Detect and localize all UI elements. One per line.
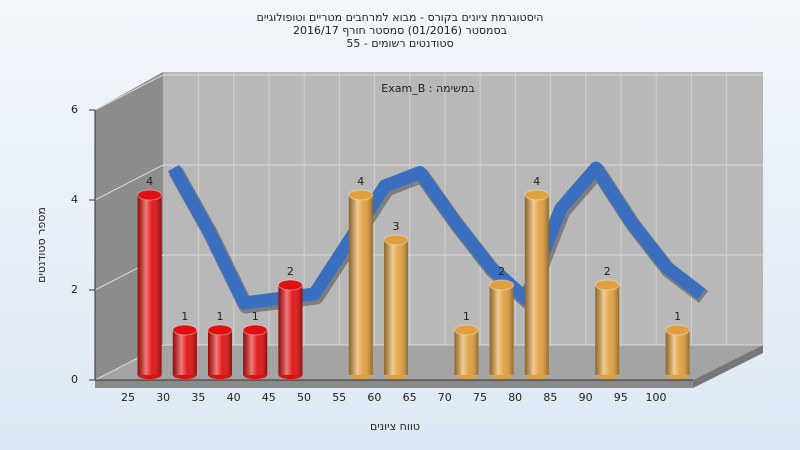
bar-shade <box>384 240 408 375</box>
floor-edge <box>95 380 693 388</box>
value-label: 1 <box>252 310 259 323</box>
trend-ribbon <box>167 161 706 310</box>
value-label: 2 <box>287 265 294 278</box>
bar-shade <box>348 195 373 375</box>
x-tick-label: 35 <box>191 391 205 404</box>
bar-shade <box>524 195 549 375</box>
value-label: 1 <box>181 310 188 323</box>
x-tick-label: 55 <box>332 391 346 404</box>
bar-top <box>665 324 691 336</box>
x-tick-label: 25 <box>121 391 135 404</box>
x-tick-label: 40 <box>227 391 241 404</box>
bar-shade <box>489 285 514 375</box>
bar-top <box>207 324 233 336</box>
bar-shade <box>454 330 479 375</box>
bar-shade <box>208 330 232 375</box>
x-axis-label: טווח ציונים <box>370 420 420 433</box>
value-label: 4 <box>146 175 153 188</box>
bar-top <box>524 189 550 201</box>
bar-shade <box>243 330 268 375</box>
x-tick-label: 85 <box>543 391 557 404</box>
x-tick-label: 50 <box>297 391 311 404</box>
value-label: 4 <box>357 175 364 188</box>
bar-shade <box>665 330 690 375</box>
chart-subtitle: סטודנטים רשומים - 55 <box>346 37 453 50</box>
bar-shade <box>595 285 620 375</box>
y-tick-label: 2 <box>71 283 78 296</box>
bar-shade <box>278 285 303 375</box>
x-tick-label: 75 <box>473 391 487 404</box>
x-tick-label: 60 <box>367 391 381 404</box>
value-label: 3 <box>393 220 400 233</box>
x-tick-label: 30 <box>156 391 170 404</box>
bar-top <box>594 279 620 291</box>
back-wall <box>163 72 763 345</box>
value-label: 1 <box>463 310 470 323</box>
bar-top <box>383 234 409 246</box>
y-tick-label: 0 <box>71 373 78 386</box>
value-label: 2 <box>498 265 505 278</box>
bar-top <box>242 324 268 336</box>
value-label: 4 <box>533 175 540 188</box>
x-tick-label: 90 <box>579 391 593 404</box>
bar-top <box>348 189 374 201</box>
value-label: 1 <box>217 310 224 323</box>
x-tick-label: 100 <box>646 391 667 404</box>
bar-top <box>137 189 163 201</box>
x-tick-label: 95 <box>614 391 628 404</box>
x-tick-label: 45 <box>262 391 276 404</box>
grid-line <box>94 74 164 111</box>
bar-shade <box>172 330 197 375</box>
bar-top <box>453 324 479 336</box>
x-tick-label: 70 <box>438 391 452 404</box>
value-label: 1 <box>674 310 681 323</box>
annotation: Exam_B : במשימה <box>381 82 474 95</box>
chart-title: היסטוגרמת ציונים בקורס - מבוא למרחבים מט… <box>257 11 544 24</box>
bar-top <box>277 279 303 291</box>
value-label: 2 <box>604 265 611 278</box>
x-tick-label: 80 <box>508 391 522 404</box>
chart-subtitle: בסמסטר (01/2016) סמסטר חורף 2016/17 <box>293 24 507 37</box>
grid-line <box>94 164 164 201</box>
y-tick-label: 4 <box>71 193 78 206</box>
y-axis-label: מספר סטודנטים <box>35 207 48 283</box>
y-tick-label: 6 <box>71 103 78 116</box>
bar-top <box>489 279 515 291</box>
x-tick-label: 65 <box>403 391 417 404</box>
bar-shade <box>137 195 162 375</box>
bar-top <box>172 324 198 336</box>
floor-side <box>693 345 763 388</box>
